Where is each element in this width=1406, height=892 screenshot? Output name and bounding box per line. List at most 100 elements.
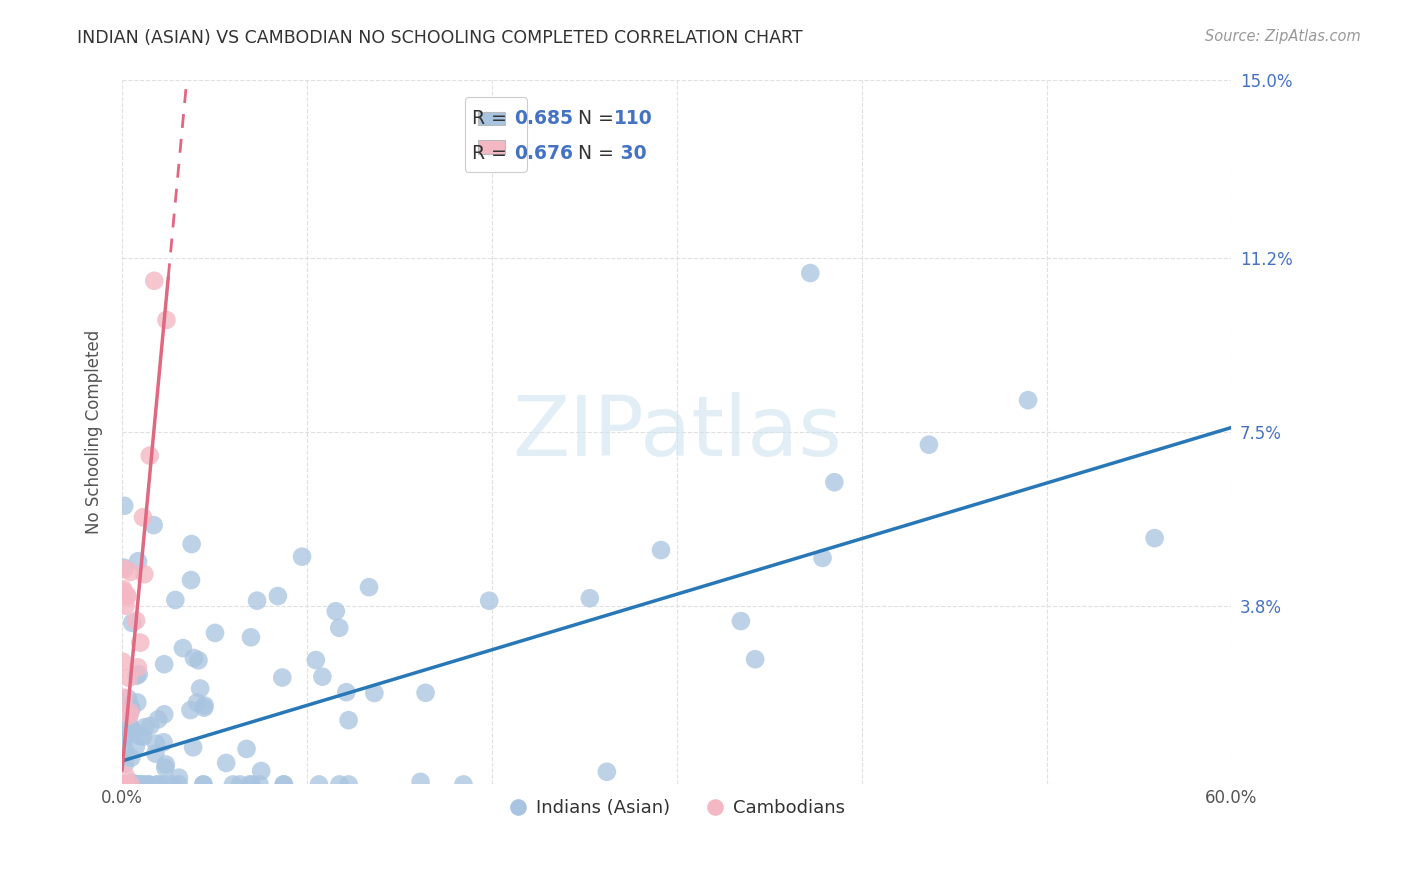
Point: [172, 641, 194, 656]
Point: [730, 614, 752, 628]
Point: [143, 274, 166, 288]
Point: [134, 567, 156, 582]
Point: [132, 777, 155, 791]
Point: [165, 593, 187, 607]
Point: [337, 713, 360, 727]
Point: [744, 652, 766, 666]
Point: [363, 686, 385, 700]
Point: [222, 777, 245, 791]
Point: [139, 719, 162, 733]
Point: [115, 777, 138, 791]
Point: [138, 777, 160, 791]
Point: [120, 750, 142, 764]
Point: [128, 667, 150, 681]
Point: [118, 710, 141, 724]
Point: [120, 777, 142, 791]
Point: [1143, 531, 1166, 545]
Point: [120, 565, 142, 579]
Point: [193, 777, 215, 791]
Point: [112, 582, 135, 597]
Point: [239, 630, 262, 644]
Point: [311, 670, 333, 684]
Y-axis label: No Schooling Completed: No Schooling Completed: [86, 330, 103, 534]
Point: [148, 712, 170, 726]
Point: [114, 743, 136, 757]
Point: [188, 681, 211, 696]
Point: [120, 720, 142, 734]
Point: [111, 777, 134, 791]
Point: [153, 777, 176, 791]
Point: [246, 593, 269, 607]
Point: [111, 777, 134, 791]
Point: [121, 777, 143, 791]
Point: [180, 537, 202, 551]
Point: [132, 510, 155, 524]
Point: [121, 777, 143, 791]
Point: [127, 777, 149, 791]
Point: [128, 777, 150, 791]
Point: [118, 708, 141, 723]
Point: [308, 777, 330, 791]
Point: [114, 777, 136, 791]
Point: [193, 700, 215, 714]
Point: [162, 777, 184, 791]
Point: [117, 691, 139, 706]
Legend: Indians (Asian), Cambodians: Indians (Asian), Cambodians: [502, 792, 852, 825]
Point: [139, 449, 162, 463]
Point: [155, 313, 177, 327]
Point: [335, 685, 357, 699]
Point: [115, 590, 138, 604]
Point: [415, 686, 437, 700]
Point: [112, 777, 135, 791]
Point: [148, 777, 170, 791]
Point: [328, 777, 350, 791]
Point: [240, 777, 263, 791]
Point: [114, 768, 136, 782]
Point: [145, 777, 167, 791]
Point: [112, 777, 135, 791]
Point: [305, 653, 328, 667]
Point: [239, 777, 262, 791]
Point: [127, 695, 149, 709]
Point: [187, 653, 209, 667]
Point: [114, 562, 136, 576]
Point: [118, 726, 141, 740]
Text: N =: N =: [565, 145, 620, 163]
Point: [111, 655, 134, 669]
Text: 0.685: 0.685: [513, 109, 572, 128]
Point: [167, 777, 190, 791]
Point: [271, 671, 294, 685]
Point: [799, 266, 821, 280]
Point: [811, 550, 834, 565]
Text: N =: N =: [565, 109, 620, 128]
Point: [112, 499, 135, 513]
Point: [118, 698, 141, 713]
Point: [115, 588, 138, 602]
Text: R =: R =: [471, 109, 512, 128]
Point: [112, 777, 135, 791]
Point: [250, 764, 273, 778]
Point: [125, 614, 148, 628]
Point: [357, 580, 380, 594]
Point: [131, 777, 153, 791]
Point: [328, 621, 350, 635]
Point: [127, 660, 149, 674]
Point: [1017, 393, 1039, 408]
Point: [181, 740, 204, 755]
Text: 30: 30: [613, 145, 647, 163]
Point: [235, 742, 257, 756]
Point: [145, 747, 167, 761]
Point: [112, 777, 135, 791]
Point: [153, 707, 176, 722]
Point: [129, 730, 152, 744]
Point: [409, 775, 432, 789]
Point: [112, 777, 135, 791]
Point: [337, 777, 360, 791]
Point: [179, 703, 201, 717]
Point: [118, 671, 141, 685]
Point: [273, 777, 295, 791]
Point: [120, 775, 142, 789]
Point: [918, 438, 941, 452]
Point: [115, 777, 138, 791]
Point: [122, 723, 145, 738]
